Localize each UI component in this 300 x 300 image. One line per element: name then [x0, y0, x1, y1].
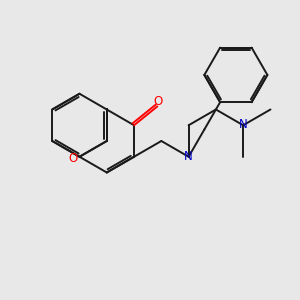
Text: O: O	[68, 152, 77, 165]
Text: N: N	[184, 150, 193, 163]
Text: O: O	[153, 94, 163, 107]
Text: N: N	[239, 118, 248, 131]
